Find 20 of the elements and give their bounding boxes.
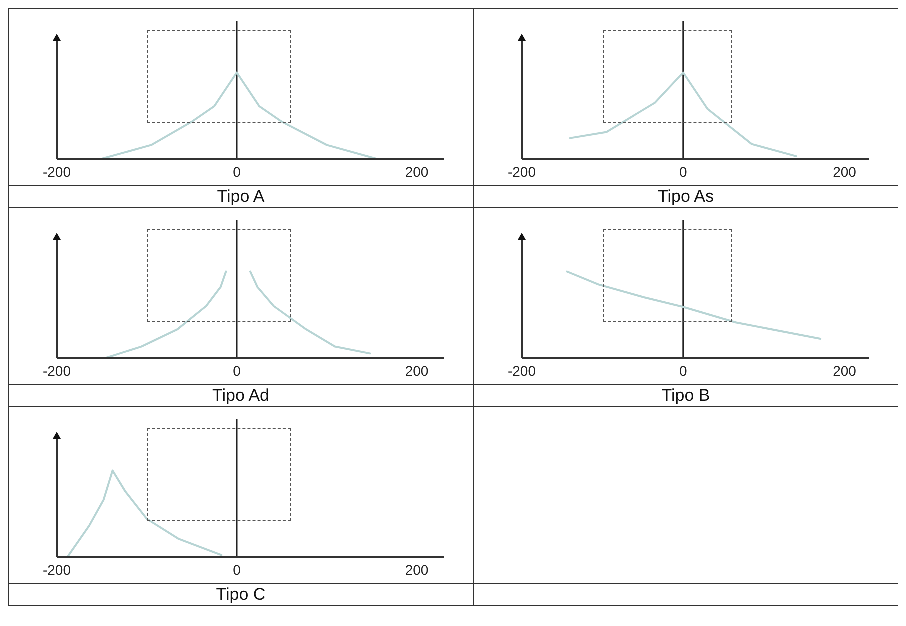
x-tick-label: 0 — [233, 164, 242, 180]
x-tick-label: 200 — [405, 562, 429, 578]
x-tick-label: -200 — [508, 362, 536, 379]
text: Tipo As — [658, 187, 714, 206]
x-tick-label: 200 — [405, 164, 429, 180]
text: Tipo Ad — [212, 386, 270, 405]
x-tick-label: -200 — [42, 562, 72, 578]
x-tick-label: 0 — [233, 562, 242, 578]
x-tick-label: 200 — [833, 164, 857, 180]
x-tick-label: -200 — [508, 164, 536, 180]
x-tick-label: 0 — [679, 362, 688, 379]
x-tick-label: 200 — [405, 362, 429, 379]
text: Tipo C — [216, 585, 266, 604]
x-tick-label: 0 — [679, 164, 688, 180]
x-tick-label: -200 — [42, 362, 72, 379]
x-tick-label: -200 — [42, 164, 72, 180]
text: Tipo B — [662, 386, 710, 405]
text: Tipo A — [217, 187, 265, 206]
x-tick-label: 0 — [233, 362, 242, 379]
x-tick-label: 200 — [833, 362, 857, 379]
